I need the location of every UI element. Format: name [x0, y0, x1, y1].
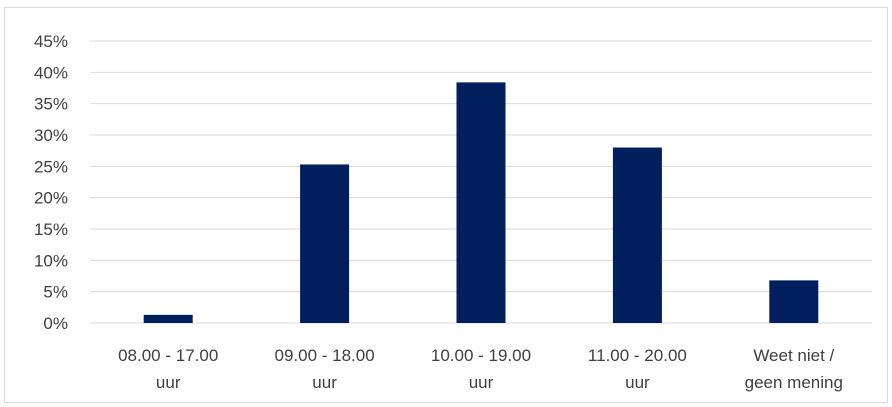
x-tick-label: 11.00 - 20.00	[588, 346, 687, 365]
y-tick-label: 0%	[43, 314, 68, 333]
x-tick-label: uur	[469, 373, 494, 392]
x-tick-label: Weet niet /	[753, 346, 834, 365]
chart-frame	[4, 7, 888, 403]
x-tick-label: 08.00 - 17.00	[118, 346, 218, 365]
bar	[143, 314, 193, 323]
y-tick-label: 5%	[43, 283, 68, 302]
y-tick-label: 25%	[34, 157, 68, 176]
y-axis-ticks: 0% 5% 10% 15% 20% 25% 30% 35% 40% 45%	[34, 32, 68, 333]
y-tick-label: 35%	[34, 95, 68, 114]
x-tick-label: 10.00 - 19.00	[431, 346, 531, 365]
y-tick-label: 45%	[34, 32, 68, 51]
x-tick-label: geen mening	[745, 373, 843, 392]
bars	[143, 82, 819, 323]
x-tick-label: uur	[625, 373, 650, 392]
x-tick-label: 09.00 - 18.00	[274, 346, 374, 365]
gridlines	[90, 40, 872, 324]
y-tick-label: 30%	[34, 126, 68, 145]
bar	[769, 280, 819, 323]
y-tick-label: 40%	[34, 63, 68, 82]
x-axis-labels: 08.00 - 17.00 uur 09.00 - 18.00 uur 10.00 - …	[118, 346, 843, 392]
bar	[456, 82, 506, 323]
bar	[612, 147, 662, 323]
bar	[300, 164, 350, 323]
x-tick-label: uur	[312, 373, 337, 392]
y-tick-label: 20%	[34, 189, 68, 208]
y-tick-label: 10%	[34, 251, 68, 270]
y-tick-label: 15%	[34, 220, 68, 239]
x-tick-label: uur	[156, 373, 181, 392]
